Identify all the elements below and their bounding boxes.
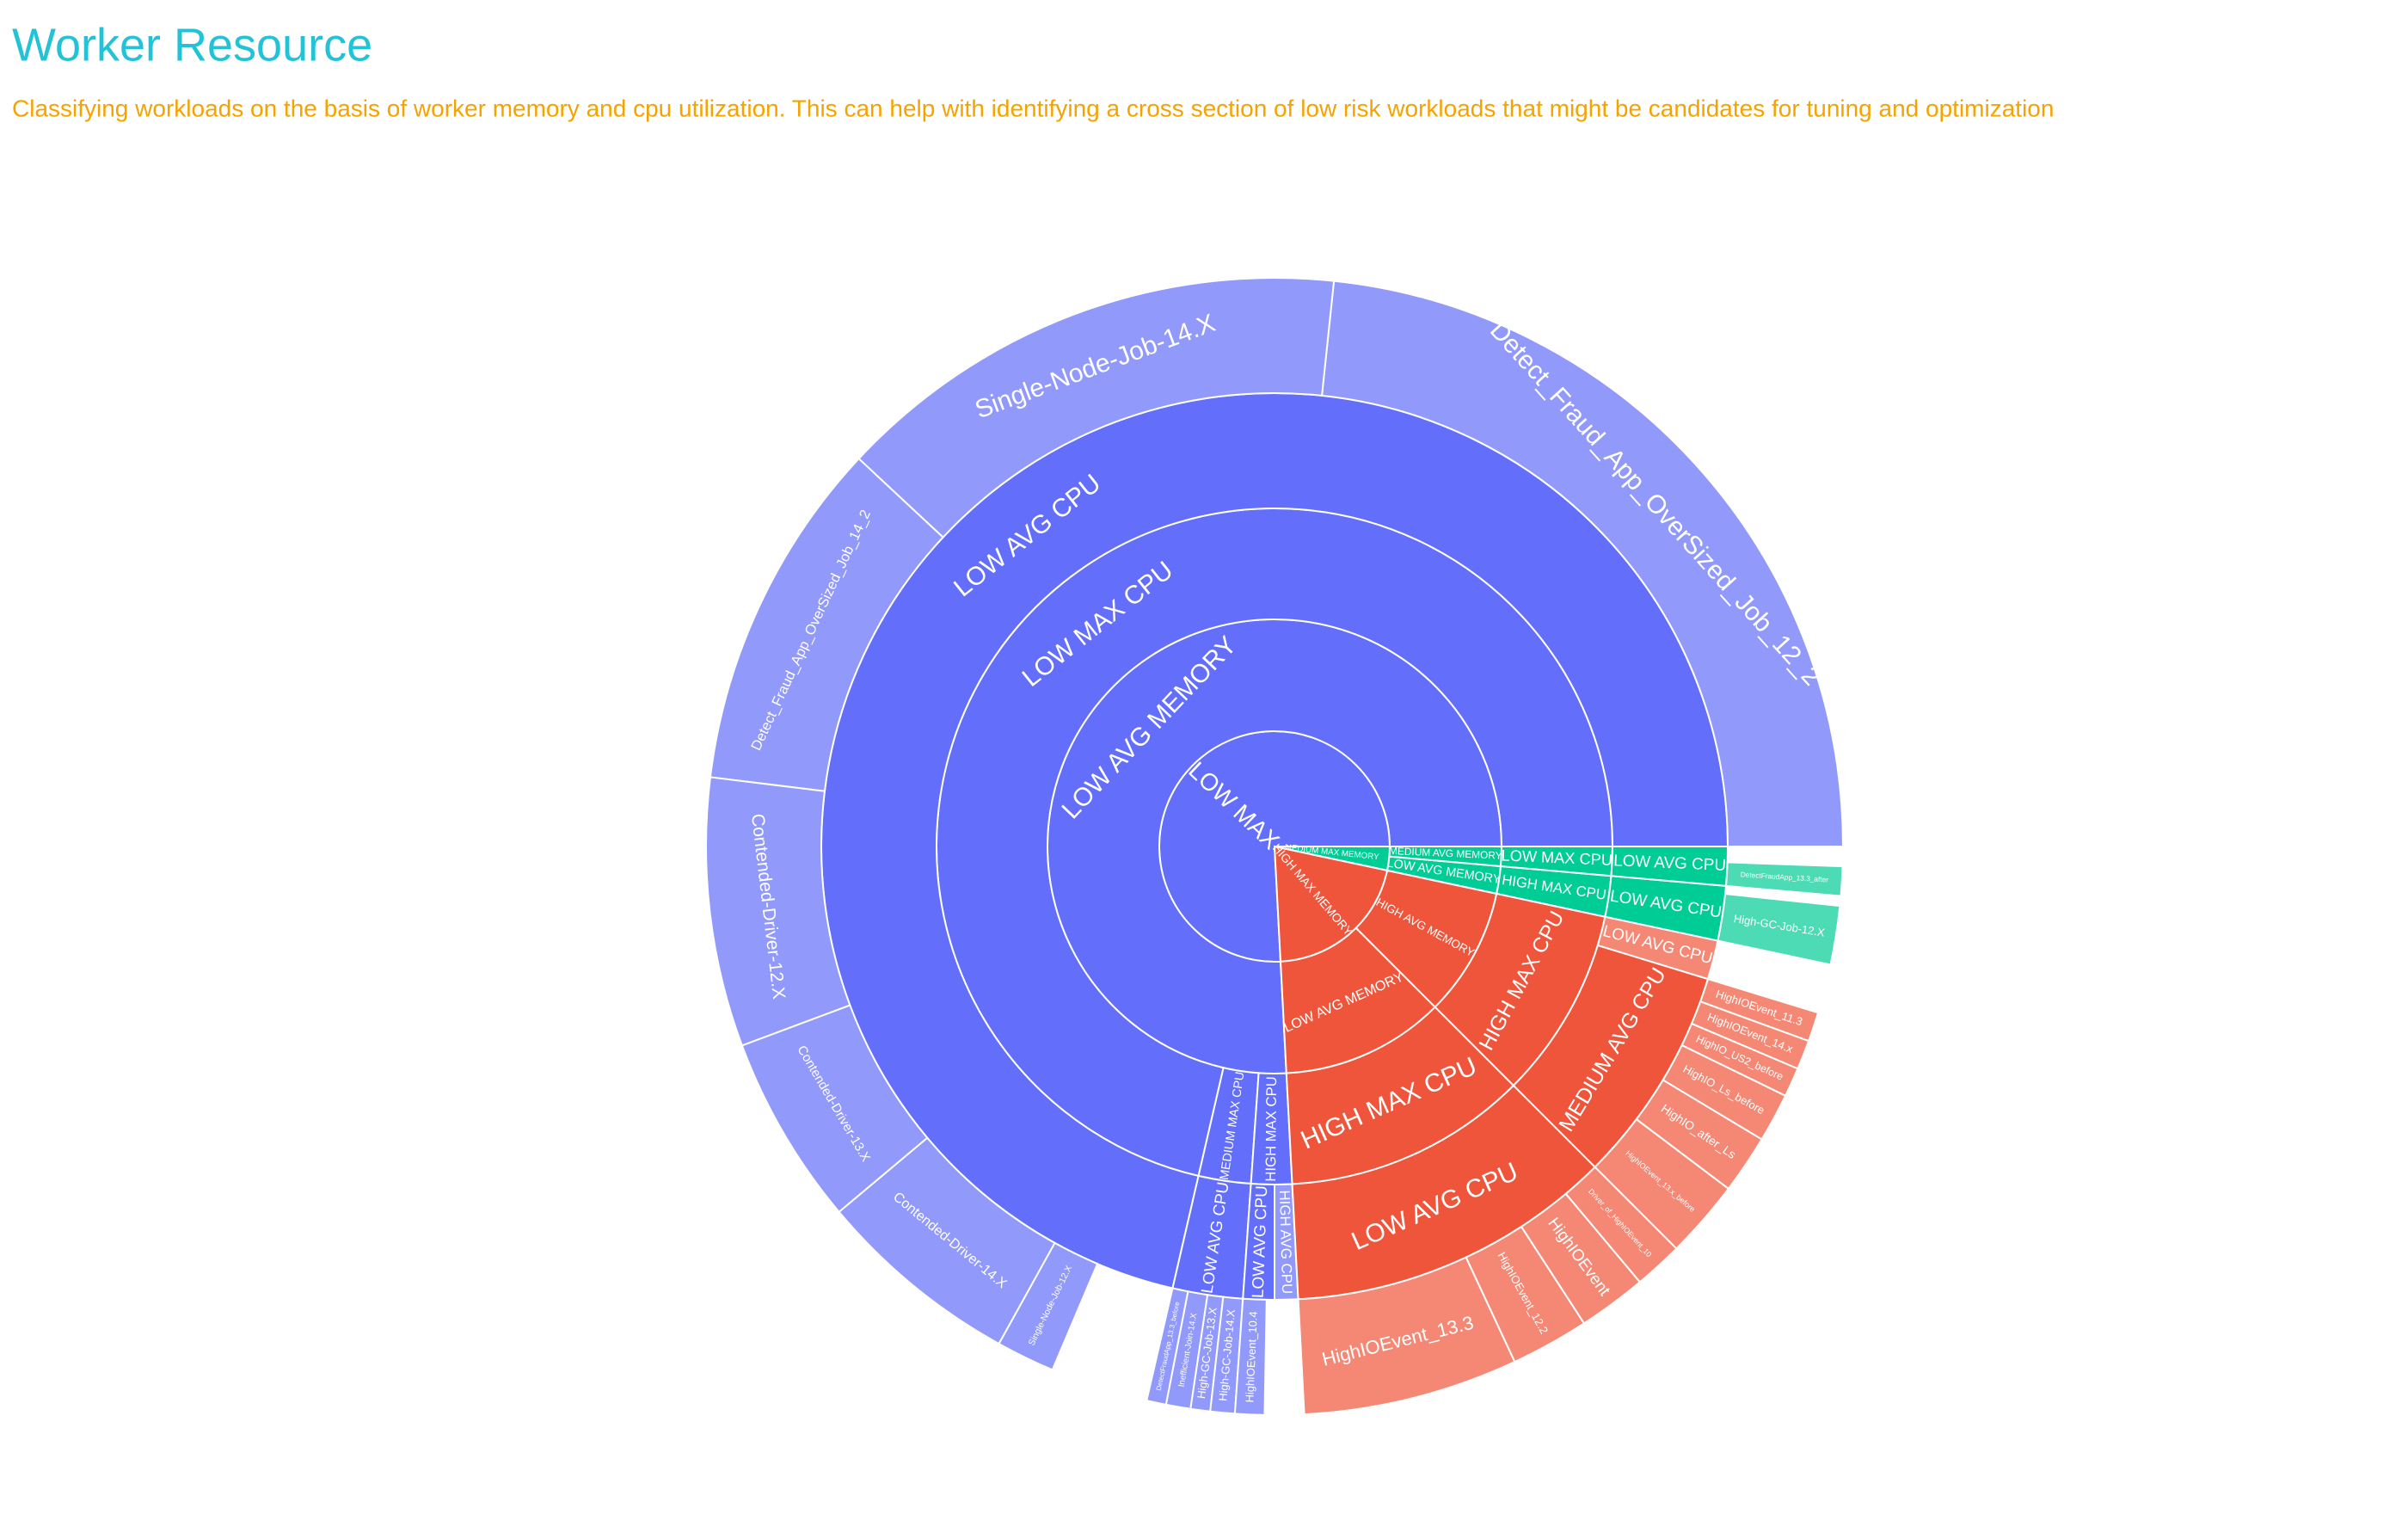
wedge-label: HIGH AVG CPU <box>1276 1190 1295 1294</box>
sunburst-wedge <box>1233 1297 1268 1416</box>
wedge-label: LOW AVG CPU <box>1250 1185 1272 1299</box>
sunburst-wedge <box>1724 861 1844 897</box>
chart-subtitle: Classifying workloads on the basis of wo… <box>12 95 2054 121</box>
wedge-label: HIGH MAX CPU <box>1262 1076 1280 1182</box>
sunburst-wedge <box>998 1241 1099 1371</box>
sunburst-wedge <box>1717 892 1841 966</box>
chart-title: Worker Resource <box>12 19 372 71</box>
wedge-label: HighIOEvent_10.4 <box>1243 1311 1260 1403</box>
wedge-label: MEDIUM AVG MEMORY <box>1389 845 1502 862</box>
sunburst-wedge <box>1320 280 1845 847</box>
